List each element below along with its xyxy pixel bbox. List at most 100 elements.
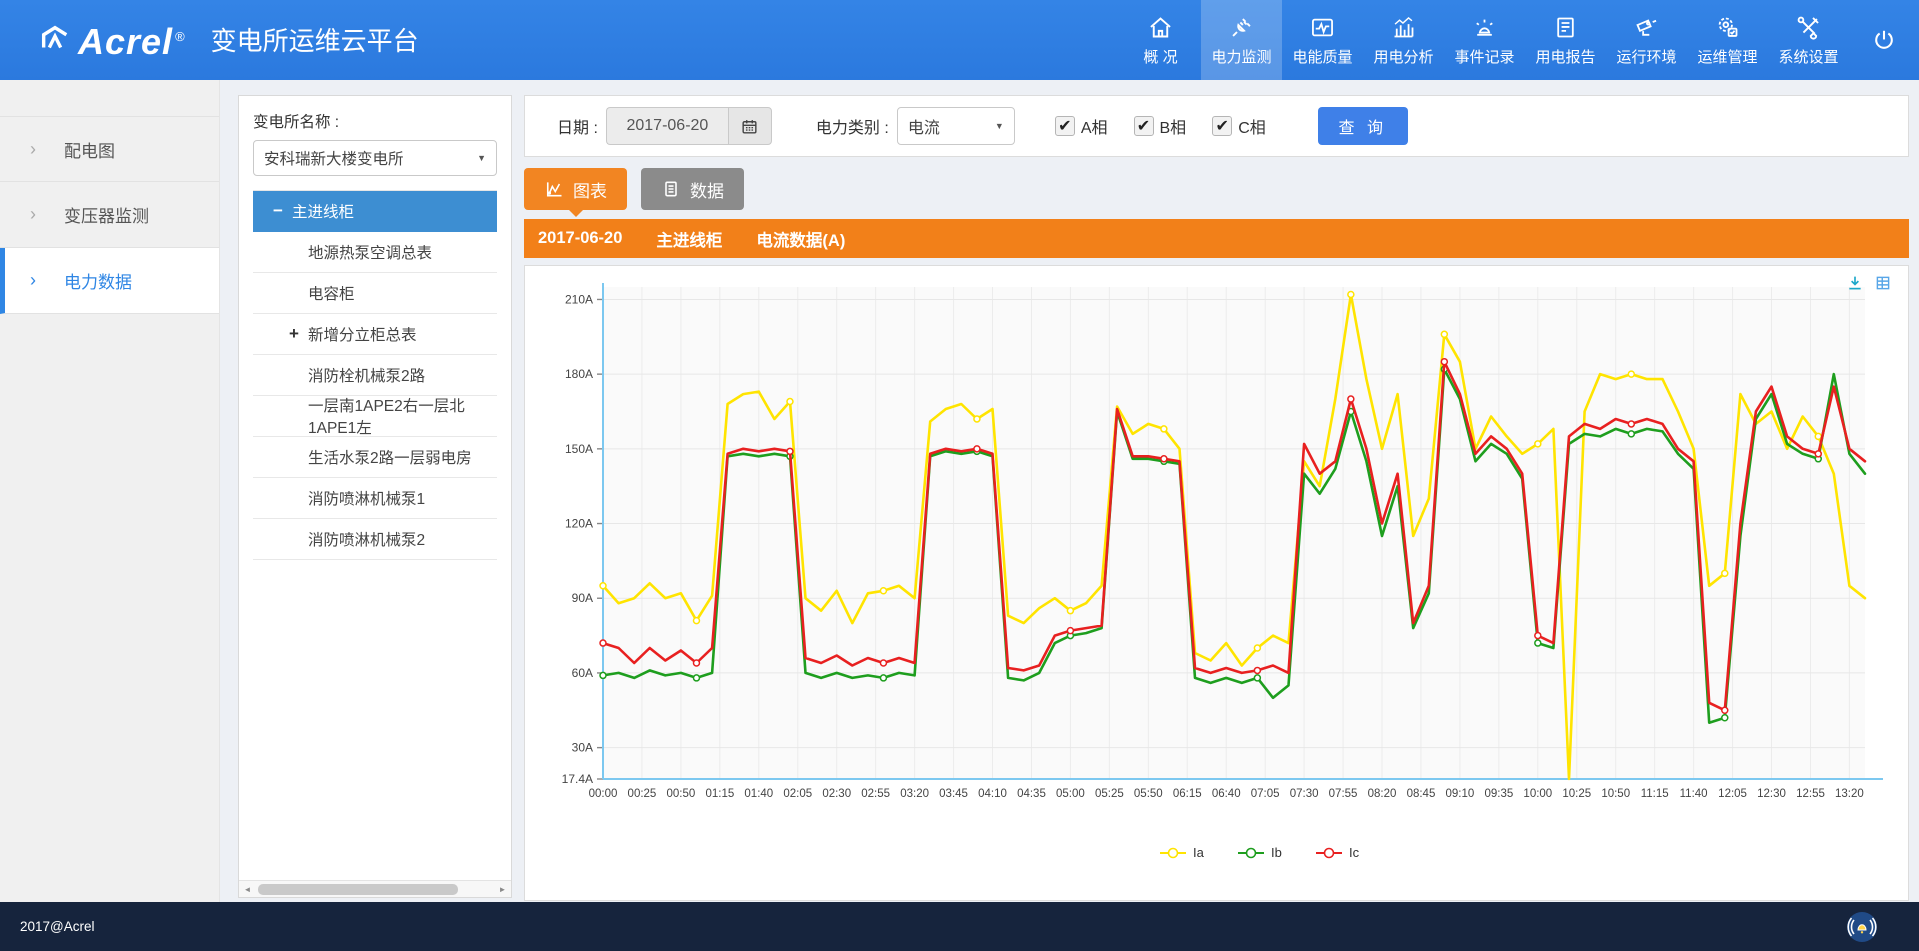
tab-data[interactable]: 数据 [641,168,744,210]
horizontal-scrollbar[interactable]: ◄ ► [239,880,511,897]
svg-text:01:15: 01:15 [705,788,734,800]
tree-item-label: 生活水泵2路一层弱电房 [308,450,472,467]
checkbox-icon[interactable]: ✔ [1133,116,1154,136]
nav-item-2[interactable]: 电力监测 [1201,0,1282,80]
checkbox-icon[interactable]: ✔ [1054,116,1075,136]
expand-plus-icon[interactable]: + [289,324,299,343]
svg-text:07:55: 07:55 [1329,788,1358,800]
camera-icon [1633,14,1660,41]
svg-text:13:20: 13:20 [1835,788,1864,800]
tab-chart[interactable]: 图表 [524,168,627,217]
phase-checkbox-A相[interactable]: ✔ A相 [1054,114,1108,138]
svg-text:12:30: 12:30 [1757,788,1786,800]
tree-item-8[interactable]: 消防喷淋机械泵1 [253,478,497,519]
query-button[interactable]: 查 询 [1317,107,1408,145]
phase-label: B相 [1159,120,1187,137]
tree-item-6[interactable]: 一层南1APE2右一层北1APE1左 [253,396,497,437]
category-label: 电力类别 : [815,120,889,137]
tree-item-2[interactable]: 地源热泵空调总表 [253,232,497,273]
report-icon [1552,14,1579,41]
nav-item-1[interactable]: 概 况 [1120,0,1201,80]
copyright-text: 2017@Acrel [20,919,95,934]
svg-text:12:55: 12:55 [1796,788,1825,800]
svg-text:00:00: 00:00 [589,788,618,800]
download-icon[interactable] [1846,274,1864,292]
tree-item-3[interactable]: 电容柜 [253,273,497,314]
tree-item-label: 地源热泵空调总表 [308,245,433,262]
tree-item-label: 消防栓机械泵2路 [308,368,426,385]
station-select[interactable]: 安科瑞新大楼变电所 ▼ [253,140,497,176]
chart-toolbar [1846,274,1892,292]
nav-item-3[interactable]: 电能质量 [1282,0,1363,80]
power-category-value: 电流 [907,120,940,137]
nav-item-4[interactable]: 用电分析 [1363,0,1444,80]
svg-text:04:10: 04:10 [978,788,1007,800]
tools-icon [1795,14,1822,41]
svg-text:01:40: 01:40 [744,788,773,800]
svg-text:06:40: 06:40 [1212,788,1241,800]
svg-text:05:00: 05:00 [1056,788,1085,800]
sidebar-item-3[interactable]: › 电力数据 [0,248,219,314]
logout-power-button[interactable] [1849,0,1919,80]
tree-item-5[interactable]: 消防栓机械泵2路 [253,355,497,396]
svg-text:05:25: 05:25 [1095,788,1124,800]
svg-text:02:55: 02:55 [861,788,890,800]
nav-item-label: 用电报告 [1535,48,1596,66]
scroll-left-icon[interactable]: ◄ [243,884,252,894]
analysis-icon [1390,14,1417,41]
svg-text:08:20: 08:20 [1368,788,1397,800]
device-tree: − 主进线柜地源热泵空调总表 电容柜 + 新增分立柜总表消防栓机械泵2路一层南1APE2… [253,190,497,560]
power-category-select[interactable]: 电流 ▼ [896,107,1015,145]
date-input[interactable]: 2017-06-20 [605,107,728,145]
sidebar-item-1[interactable]: › 配电图 [0,116,219,182]
tree-item-1[interactable]: − 主进线柜 [253,191,497,232]
tree-item-label: 电容柜 [308,286,355,303]
caret-down-icon: ▼ [994,121,1004,131]
tree-item-4[interactable]: + 新增分立柜总表 [253,314,497,355]
tree-item-9[interactable]: 消防喷淋机械泵2 [253,519,497,560]
nav-item-6[interactable]: 用电报告 [1525,0,1606,80]
tree-item-7[interactable]: 生活水泵2路一层弱电房 [253,437,497,478]
tab-label: 图表 [573,181,607,201]
station-panel: 变电所名称 : 安科瑞新大楼变电所 ▼ − 主进线柜 地源热泵空调总表 电容柜 + 新增分… [238,95,512,898]
svg-text:Ib: Ib [1271,845,1282,860]
svg-text:02:05: 02:05 [783,788,812,800]
line-chart-icon [544,179,564,199]
nav-item-label: 用电分析 [1373,48,1434,66]
nav-item-label: 运维管理 [1697,48,1758,66]
phase-checkbox-B相[interactable]: ✔ B相 [1133,114,1187,138]
alarm-bell-icon[interactable] [1845,910,1879,944]
alarm-icon [1471,14,1498,41]
nav-item-7[interactable]: 运行环境 [1606,0,1687,80]
svg-text:12:05: 12:05 [1718,788,1747,800]
chart-title-date: 2017-06-20 [538,229,623,247]
svg-text:60A: 60A [572,666,593,680]
collapse-minus-icon[interactable]: − [273,201,283,220]
phase-label: C相 [1238,120,1266,137]
scroll-right-icon[interactable]: ► [498,884,507,894]
pulse-icon [1309,14,1336,41]
svg-text:07:05: 07:05 [1251,788,1280,800]
app-title: 变电所运维云平台 [210,25,419,56]
svg-text:10:00: 10:00 [1523,788,1552,800]
date-value: 2017-06-20 [626,117,709,134]
sidebar-item-2[interactable]: › 变压器监测 [0,182,219,248]
svg-text:06:15: 06:15 [1173,788,1202,800]
phase-checkbox-group: ✔ A相 ✔ B相 ✔ C相 [1054,114,1292,138]
chevron-right-icon: › [30,270,36,290]
chevron-right-icon: › [30,138,36,159]
nav-item-5[interactable]: 事件记录 [1444,0,1525,80]
nav-item-9[interactable]: 系统设置 [1768,0,1849,80]
checkbox-icon[interactable]: ✔ [1212,116,1233,136]
calendar-button[interactable] [727,107,772,145]
scrollbar-thumb[interactable] [258,883,458,895]
svg-text:17.4A: 17.4A [562,772,593,786]
tree-item-label: 一层南1APE2右一层北1APE1左 [308,398,465,437]
phase-checkbox-C相[interactable]: ✔ C相 [1212,114,1266,138]
data-table-icon[interactable] [1874,274,1892,292]
current-line-chart: 00:00 00:25 00:50 01:15 01:40 02:05 02:30 02:55… [535,281,1900,876]
svg-text:120A: 120A [565,517,593,531]
nav-item-8[interactable]: 运维管理 [1687,0,1768,80]
home-icon [1147,14,1174,41]
nav-item-label: 概 况 [1143,48,1178,66]
